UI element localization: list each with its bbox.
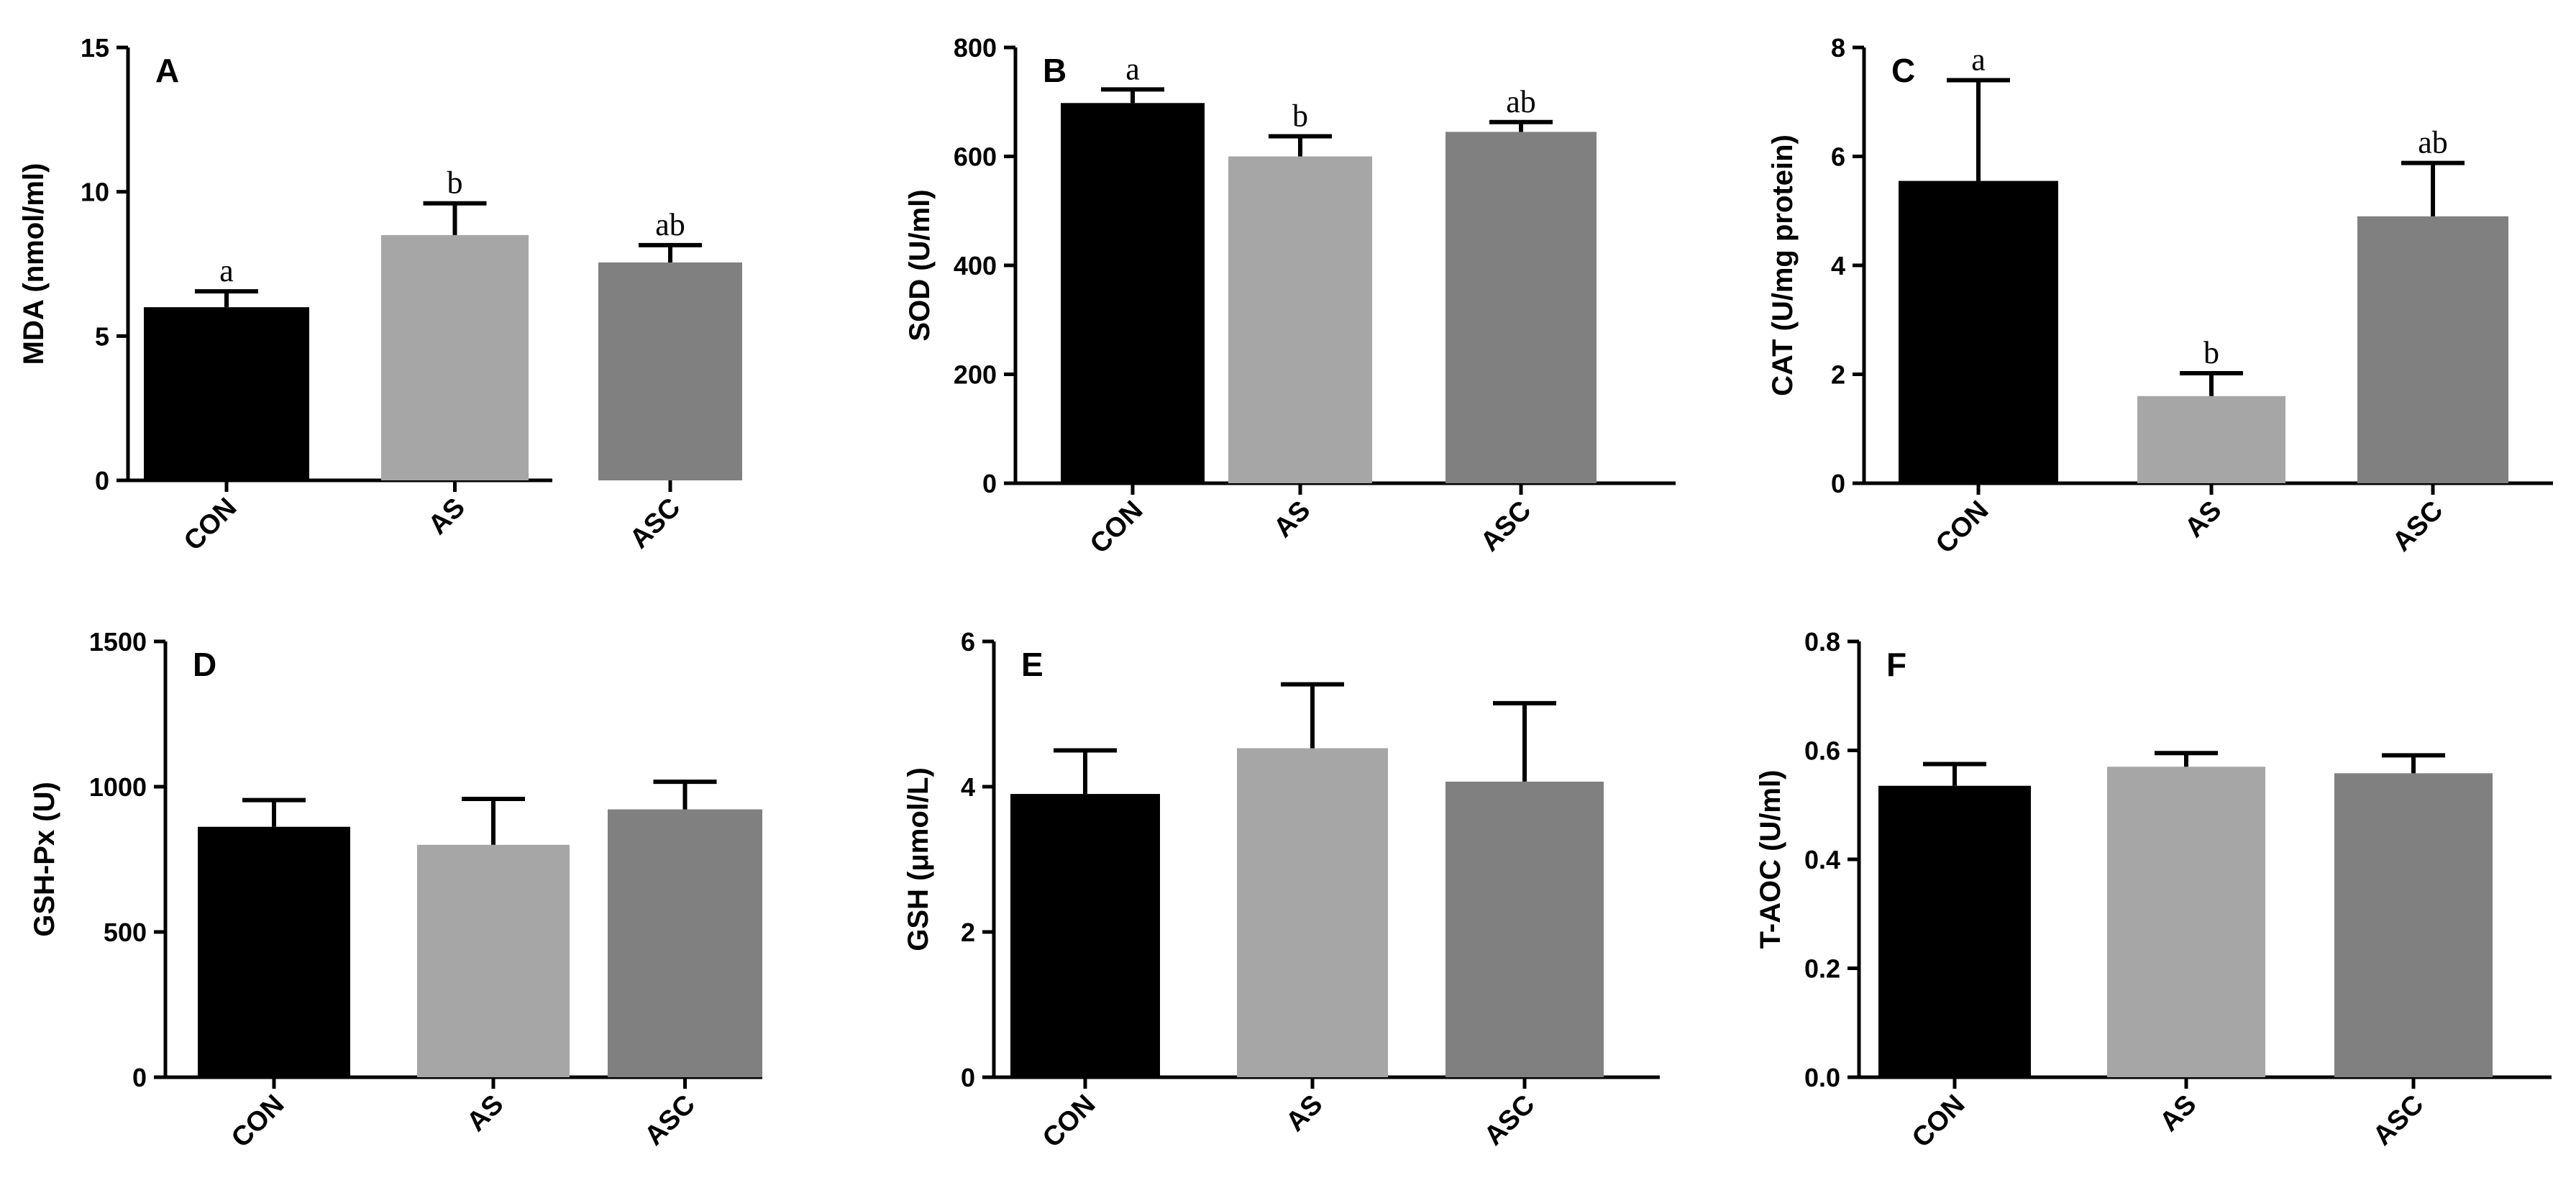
- panel-a-category-label-con: CON: [178, 493, 242, 557]
- panel-b-sig-con: a: [1125, 51, 1140, 86]
- panel-a-letter: A: [155, 52, 179, 89]
- panel-c-letter: C: [1891, 52, 1915, 89]
- panel-c-category-label-as: AS: [2179, 495, 2227, 544]
- panel-e-category-label-as: AS: [1280, 1089, 1328, 1138]
- panel-c-sig-con: a: [1971, 42, 1986, 77]
- panel-e-bar-asc: [1445, 781, 1604, 1077]
- panel-e-ytick-label: 4: [961, 772, 975, 802]
- panel-a-category-label-asc: ASC: [624, 493, 686, 554]
- panel-d-category-label-as: AS: [461, 1089, 509, 1138]
- panel-b-letter: B: [1043, 52, 1067, 89]
- panel-c-bar-con: [1899, 180, 2058, 483]
- panel-b-bar-con: [1061, 103, 1205, 483]
- panel-c-category-label-con: CON: [1930, 495, 1994, 559]
- panel-b-category-label-asc: ASC: [1475, 495, 1537, 557]
- panel-e-ytick-label: 6: [961, 627, 975, 657]
- panel-d-ytick-label: 500: [104, 918, 147, 947]
- panel-c-ytick-label: 8: [1831, 33, 1845, 63]
- panel-b-ytick-label: 600: [954, 142, 997, 172]
- panel-a-ytick-label: 0: [95, 466, 109, 495]
- panel-f-category-label-con: CON: [1906, 1089, 1970, 1153]
- panel-b-ytick-label: 400: [954, 251, 997, 280]
- panel-f-bar-as: [2107, 767, 2265, 1077]
- panel-c-ytick-label: 6: [1831, 142, 1845, 172]
- panel-b-sig-as: b: [1292, 98, 1308, 133]
- panel-e-ytick-label: 0: [961, 1063, 975, 1092]
- panel-a-category-label-as: AS: [423, 493, 471, 541]
- panel-f-ytick-label: 0.4: [1804, 845, 1840, 874]
- panel-a-sig-as: b: [447, 165, 463, 201]
- panel-e-letter: E: [1021, 646, 1043, 683]
- panel-c-bar-as: [2137, 396, 2285, 483]
- panel-d-category-label-con: CON: [226, 1089, 290, 1153]
- panel-a-sig-con: a: [219, 253, 234, 288]
- panel-f-category-label-as: AS: [2154, 1089, 2202, 1138]
- panel-d-bar-as: [417, 844, 570, 1077]
- panel-d-ytick-label: 1000: [89, 772, 147, 802]
- panel-c-ytick-label: 4: [1831, 251, 1845, 280]
- panel-d-letter: D: [193, 646, 216, 683]
- panel-f-y-axis-title: T-AOC (U/ml): [1755, 770, 1786, 949]
- panel-b-ytick-label: 0: [982, 469, 997, 498]
- panel-c-sig-as: b: [2203, 335, 2219, 370]
- panel-d-bar-con: [198, 826, 350, 1077]
- panel-a-bar-as: [381, 234, 529, 480]
- panel-d-category-label-asc: ASC: [639, 1089, 700, 1151]
- panel-e-ytick-label: 2: [961, 918, 975, 947]
- panel-b-bar-as: [1228, 156, 1372, 483]
- panel-a-ytick-label: 5: [95, 321, 109, 351]
- panel-c-category-label-asc: ASC: [2387, 495, 2449, 557]
- panel-f-ytick-label: 0.2: [1804, 954, 1840, 984]
- panel-c-y-axis-title: CAT (U/mg protein): [1767, 134, 1799, 396]
- panel-d-bar-asc: [608, 809, 762, 1077]
- panel-c-sig-asc: ab: [2418, 125, 2448, 160]
- panel-b-sig-asc: ab: [1506, 84, 1536, 119]
- panel-f-category-label-asc: ASC: [2367, 1089, 2429, 1151]
- panel-d-ytick-label: 0: [132, 1063, 147, 1092]
- panel-a-ytick-label: 15: [81, 33, 109, 63]
- panel-f-ytick-label: 0.0: [1804, 1063, 1840, 1092]
- panel-a-bar-con: [144, 307, 309, 480]
- panel-a-bar-asc: [598, 262, 742, 480]
- panel-f-bar-asc: [2334, 773, 2493, 1077]
- panel-d-ytick-label: 1500: [89, 627, 147, 657]
- panel-a-sig-asc: ab: [655, 207, 685, 242]
- panel-b-category-label-con: CON: [1084, 495, 1148, 559]
- panel-e-bar-as: [1237, 748, 1388, 1077]
- panel-f-bar-con: [1878, 785, 2031, 1077]
- panel-f-letter: F: [1886, 646, 1906, 683]
- panel-c-ytick-label: 0: [1831, 469, 1845, 498]
- panel-e-bar-con: [1010, 794, 1160, 1077]
- panel-f-ytick-label: 0.6: [1804, 736, 1840, 766]
- panel-a-y-axis-title: MDA (nmol/ml): [18, 163, 50, 365]
- panel-f-ytick-label: 0.8: [1804, 627, 1840, 657]
- panel-c-bar-asc: [2357, 216, 2508, 483]
- panel-b-bar-asc: [1445, 132, 1597, 483]
- panel-b-ytick-label: 200: [954, 360, 997, 390]
- panel-b-category-label-as: AS: [1268, 495, 1316, 544]
- panel-c-ytick-label: 2: [1831, 360, 1845, 390]
- panel-b-ytick-label: 800: [954, 33, 997, 63]
- panel-d-y-axis-title: GSH-Px (U): [29, 782, 60, 937]
- panel-e-y-axis-title: GSH (μmol/L): [903, 767, 934, 951]
- panel-e-category-label-con: CON: [1037, 1089, 1101, 1153]
- panel-a-ytick-label: 10: [81, 178, 109, 207]
- panel-e-category-label-asc: ASC: [1479, 1089, 1540, 1151]
- panel-b-y-axis-title: SOD (U/ml): [904, 189, 936, 341]
